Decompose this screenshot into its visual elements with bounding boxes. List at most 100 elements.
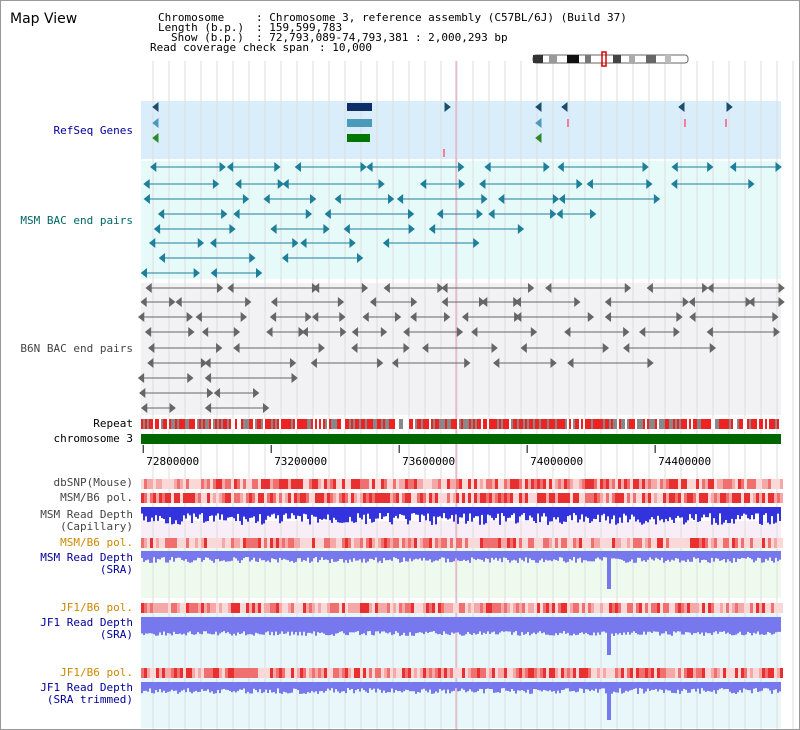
msm-depth-capillary [141, 507, 781, 525]
ideogram-location-marker [601, 51, 607, 67]
bac-pair [157, 208, 228, 220]
bac-pair [270, 296, 345, 308]
bac-pair [143, 193, 250, 205]
track-label-msm-depth-capillary-2: (Capillary) [60, 520, 133, 533]
chromosome-key: Chromosome [158, 11, 225, 24]
b6n-bac-end-pairs [137, 282, 785, 414]
track-label-msm-b6-pol-1[interactable]: MSM/B6 pol. [60, 491, 133, 504]
bac-pair [143, 178, 220, 190]
bac-pair [140, 267, 200, 279]
coverage-key: Read coverage check span [150, 41, 309, 54]
bac-pair [383, 282, 444, 294]
track-label-jf1-b6-pol-1[interactable]: JF1/B6 pol. [60, 601, 133, 614]
bac-pair [498, 193, 560, 205]
axis-tick-label: 74000000 [530, 455, 583, 468]
bac-pair [204, 357, 297, 369]
dbsnp-strip [141, 479, 783, 489]
bac-pair [545, 282, 632, 294]
bac-pair [707, 282, 785, 294]
gene-feature [152, 117, 159, 129]
gene-feature [535, 117, 542, 129]
bac-pair [158, 252, 256, 264]
length-value: : 159,599,783 [256, 21, 343, 34]
track-label-msm-b6-pol-2[interactable]: MSM/B6 pol. [60, 536, 133, 549]
track-label-jf1-depth-sra-1[interactable]: JF1 Read Depth [40, 616, 133, 629]
track-label-repeat[interactable]: Repeat [93, 417, 133, 430]
track-label-refseq[interactable]: RefSeq Genes [53, 124, 133, 137]
bac-pair [671, 161, 714, 173]
repeat-track [141, 419, 781, 429]
bac-pair [226, 161, 281, 173]
bac-pair [391, 357, 471, 369]
bac-pair [270, 223, 330, 235]
jf1-depth-sra [141, 617, 781, 655]
bac-pair [310, 357, 384, 369]
bac-pair [153, 223, 236, 235]
gene-marker [725, 119, 727, 127]
track-label-jf1-depth-sra-2: (SRA) [99, 628, 133, 641]
bac-pair [419, 178, 466, 190]
bac-pair [471, 326, 538, 338]
bac-pair [150, 161, 226, 173]
gene-feature [152, 101, 159, 113]
bac-pair [300, 237, 356, 249]
bac-pair [441, 282, 535, 294]
bac-pair [294, 161, 367, 173]
bac-pair [567, 357, 654, 369]
track-label-b6n-bac[interactable]: B6N BAC end pairs [20, 342, 133, 355]
chromosome-ideogram-icon [532, 51, 689, 67]
bac-pair [558, 193, 661, 205]
bac-pair [461, 311, 521, 323]
bac-pair [428, 223, 525, 235]
bac-pair [604, 311, 683, 323]
bac-pair [269, 311, 312, 323]
bac-pair [646, 282, 709, 294]
bac-pair [729, 161, 782, 173]
bac-pair [564, 326, 630, 338]
bac-pair [281, 252, 364, 264]
bac-pair [362, 311, 402, 323]
show-key: Show (b.p.) [171, 31, 244, 44]
bac-pair [334, 193, 395, 205]
capillary-bg [141, 521, 781, 539]
gene-marker [443, 149, 445, 157]
axis-tick-label: 73600000 [402, 455, 455, 468]
gene-feature [535, 101, 542, 113]
bac-pair [422, 342, 498, 354]
gene-block [347, 119, 372, 127]
bac-pair [343, 223, 415, 235]
gene-marker [567, 119, 569, 127]
bac-pair [369, 296, 418, 308]
gene-marker [684, 119, 686, 127]
track-label-jf1-b6-pol-2[interactable]: JF1/B6 pol. [60, 666, 133, 679]
bac-pair [324, 208, 415, 220]
gene-feature [726, 101, 733, 113]
bac-pair [145, 282, 224, 294]
track-label-chromosome[interactable]: chromosome 3 [53, 432, 133, 445]
track-label-msm-depth-capillary-1[interactable]: MSM Read Depth [40, 508, 133, 521]
track-label-jf1-depth-trim-1[interactable]: JF1 Read Depth [40, 681, 133, 694]
axis-tick-label: 74400000 [658, 455, 711, 468]
bac-pair [623, 342, 717, 354]
refseq-track-bg [141, 101, 781, 159]
bac-pair [488, 208, 557, 220]
track-label-dbsnp[interactable]: dbSNP(Mouse) [53, 476, 133, 489]
bac-pair [201, 326, 241, 338]
bac-pair [266, 326, 305, 338]
bac-pair [689, 311, 779, 323]
bac-pair [604, 296, 690, 308]
bac-pair [233, 208, 313, 220]
bac-pair [382, 237, 480, 249]
bac-pair [204, 372, 298, 384]
bac-pair [213, 387, 260, 399]
track-label-msm-depth-sra-1[interactable]: MSM Read Depth [40, 551, 133, 564]
bac-pair [204, 402, 270, 414]
bac-pair [351, 326, 388, 338]
jf1-depth-sra-trimmed [141, 682, 781, 720]
bac-pair [140, 296, 176, 308]
track-label-msm-bac[interactable]: MSM BAC end pairs [20, 214, 133, 227]
position-axis: 72800000 73200000 73600000 74000000 74400000 [142, 445, 711, 468]
bac-pair [235, 178, 285, 190]
